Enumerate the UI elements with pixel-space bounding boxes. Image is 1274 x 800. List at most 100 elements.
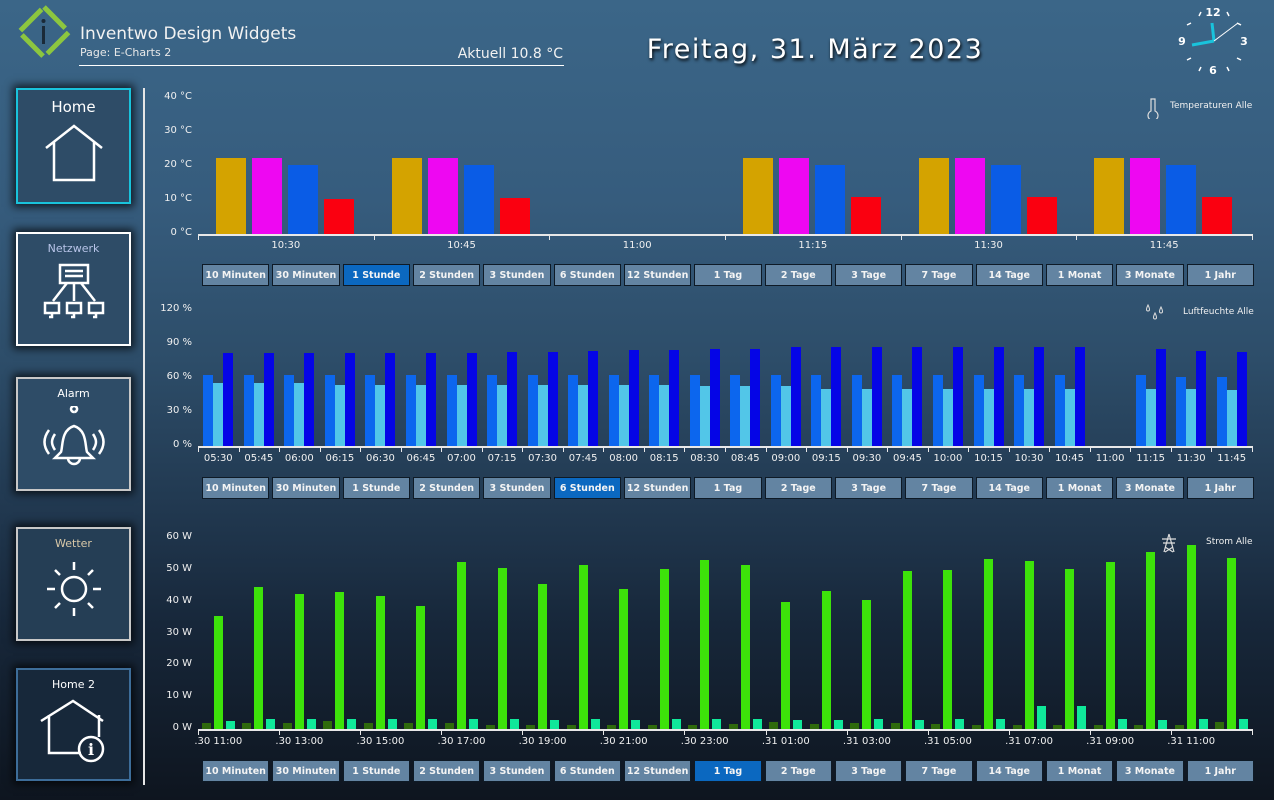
chart-bar [335,591,345,729]
x-axis-tick [1211,446,1213,452]
range-button-12-stunden[interactable]: 12 Stunden [623,264,692,286]
chart-bar [833,720,843,729]
x-axis-tick [562,446,564,452]
sidebar-item-home-2[interactable]: Home 2 i [16,668,131,781]
x-axis-tick [1008,729,1010,735]
chart-bar [294,594,304,729]
range-button-3-stunden[interactable]: 3 Stunden [483,264,551,286]
clock-minute-hand [1191,39,1215,47]
range-button-1-stunde[interactable]: 1 Stunde [342,477,410,499]
chart-bar [1236,351,1247,446]
x-axis-label: .31 07:00 [1005,736,1053,747]
range-button-7-tage[interactable]: 7 Tage [905,760,973,782]
chart-bar [213,382,224,446]
chart-bar [699,385,710,446]
time-range-buttons: 10 Minuten 30 Minuten 1 Stunde 2 Stunden 3 S… [202,477,1254,499]
range-button-6-stunden[interactable]: 6 Stunden [553,264,621,286]
range-button-14-tage[interactable]: 14 Tage [975,477,1043,499]
range-button-6-stunden[interactable]: 6 Stunden [553,477,621,499]
x-axis-label: 09:45 [893,453,922,464]
y-axis-label: 30 W [166,626,192,638]
chart-bar [918,157,949,234]
range-button-2-tage[interactable]: 2 Tage [764,477,832,499]
chart-bar [750,348,761,446]
range-button-1-stunde[interactable]: 1 Stunde [342,264,410,286]
x-axis-label: 09:15 [811,453,841,464]
sidebar-item-alarm[interactable]: Alarm [16,377,131,491]
x-axis-tick [968,446,970,452]
y-axis-label: 0 % [172,439,192,450]
chart-bar [497,384,508,446]
range-button-3-tage[interactable]: 3 Tage [834,477,903,499]
chart-bar [1012,725,1022,729]
range-button-10-minuten[interactable]: 10 Minuten [202,760,270,782]
range-button-7-tage[interactable]: 7 Tage [905,477,973,499]
range-button-14-tage[interactable]: 14 Tage [975,264,1043,286]
chart-bar [932,374,943,446]
chart-bar [1176,376,1187,446]
range-button-1-jahr[interactable]: 1 Jahr [1186,264,1254,286]
range-button-1-stunde[interactable]: 1 Stunde [342,760,410,782]
range-button-2-stunden[interactable]: 2 Stunden [412,477,481,499]
range-button-30-minuten[interactable]: 30 Minuten [272,264,340,286]
clock-ticks [1186,11,1242,72]
x-axis-label: 09:30 [852,453,882,464]
time-range-buttons: 10 Minuten 30 Minuten 1 Stunde 2 Stunden 3 S… [202,264,1254,286]
range-button-30-minuten[interactable]: 30 Minuten [272,760,340,782]
chart-bar [781,602,791,729]
chart-bar [485,724,495,729]
range-button-1-tag[interactable]: 1 Tag [694,477,762,499]
y-axis-label: 30 % [166,405,192,416]
range-button-30-minuten[interactable]: 30 Minuten [272,477,340,499]
range-button-3-monate[interactable]: 3 Monate [1116,264,1184,286]
range-button-2-stunden[interactable]: 2 Stunden [412,760,481,782]
range-button-3-monate[interactable]: 3 Monate [1116,760,1184,782]
chart-bar [769,721,779,729]
sidebar-item-label: Home 2 [52,678,95,691]
range-button-7-tage[interactable]: 7 Tage [905,264,973,286]
x-axis-tick [684,729,686,735]
chart-bar [385,353,396,446]
x-axis-label: 08:45 [730,453,760,464]
chart-bar [216,157,246,234]
range-button-1-monat[interactable]: 1 Monat [1045,760,1114,782]
sidebar-item-netzwerk[interactable]: Netzwerk [16,232,131,346]
sidebar-item-home[interactable]: Home [16,88,131,204]
range-button-10-minuten[interactable]: 10 Minuten [202,477,270,499]
x-axis-label: 11:15 [1136,453,1166,464]
range-button-1-monat[interactable]: 1 Monat [1045,477,1114,499]
chart-bar [943,569,953,729]
range-button-3-stunden[interactable]: 3 Stunden [483,760,551,782]
x-axis-label: 11:30 [1176,453,1206,464]
range-button-1-tag[interactable]: 1 Tag [694,264,762,286]
range-button-3-tage[interactable]: 3 Tage [834,264,903,286]
range-button-14-tage[interactable]: 14 Tage [975,760,1043,782]
chart-bar [712,719,722,729]
range-button-10-minuten[interactable]: 10 Minuten [202,264,270,286]
range-button-2-stunden[interactable]: 2 Stunden [412,264,481,286]
range-button-1-tag[interactable]: 1 Tag [694,760,762,782]
range-button-3-stunden[interactable]: 3 Stunden [483,477,551,499]
chart-bar [671,719,681,729]
chart-bar [375,384,386,446]
range-button-2-tage[interactable]: 2 Tage [764,264,832,286]
chart-bar [874,719,884,729]
range-button-1-monat[interactable]: 1 Monat [1045,264,1114,286]
range-button-3-tage[interactable]: 3 Tage [834,760,903,782]
app-title: Inventwo Design Widgets [80,24,297,44]
range-button-2-tage[interactable]: 2 Tage [764,760,832,782]
chart-bar [203,374,214,446]
chart-bar [996,719,1005,729]
chart-bar [507,351,518,446]
range-button-12-stunden[interactable]: 12 Stunden [623,760,692,782]
range-button-6-stunden[interactable]: 6 Stunden [553,760,621,782]
range-button-1-jahr[interactable]: 1 Jahr [1186,760,1254,782]
sidebar-item-wetter[interactable]: Wetter [16,527,131,641]
range-button-3-monate[interactable]: 3 Monate [1116,477,1184,499]
chart-bar [497,567,507,729]
range-button-12-stunden[interactable]: 12 Stunden [623,477,692,499]
range-button-1-jahr[interactable]: 1 Jahr [1186,477,1254,499]
x-axis-tick [198,446,199,452]
clock-hour-hand [1210,22,1216,42]
power-pylon-icon [1160,533,1178,557]
